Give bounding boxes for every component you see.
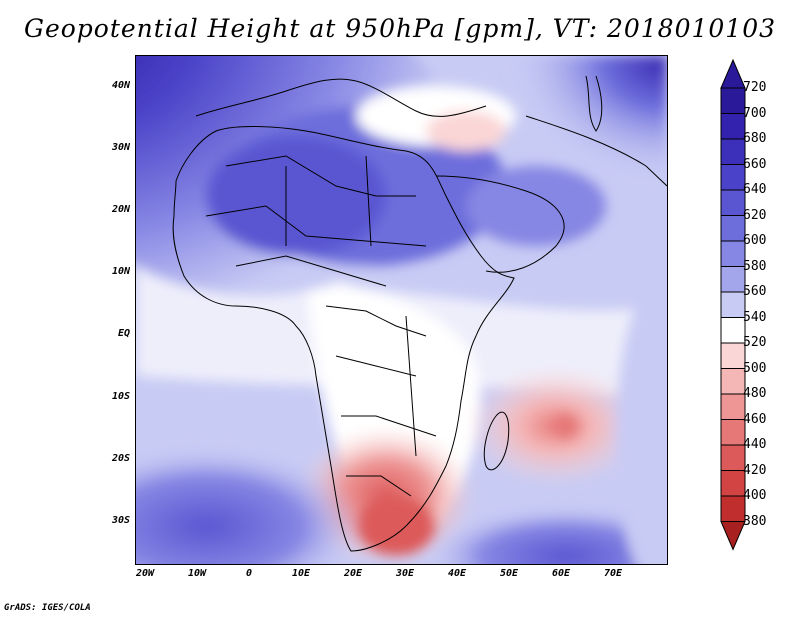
colorbar-swatch <box>720 291 746 318</box>
map-panel <box>135 55 668 565</box>
colorbar-tick-label: 420 <box>743 462 767 478</box>
colorbar-tick-label: 440 <box>743 437 767 452</box>
colorbar-swatch <box>720 266 746 293</box>
colorbar-tick-label: 600 <box>743 233 767 248</box>
lat-label: 10N <box>111 266 130 277</box>
colorbar-swatch <box>720 189 746 216</box>
lon-label: 50E <box>499 568 519 579</box>
colorbar-bottom-arrow <box>720 521 746 551</box>
lon-label: 10E <box>291 568 311 579</box>
lon-label: 70E <box>603 568 623 579</box>
colorbar-tick-label: 680 <box>743 131 767 146</box>
colorbar-swatch <box>720 495 746 522</box>
colorbar-swatch <box>720 393 746 420</box>
lat-label: 20S <box>111 453 130 464</box>
lon-label: 0 <box>245 568 253 579</box>
colorbar-tick-label: 400 <box>743 488 767 503</box>
lon-label: 20W <box>135 568 155 579</box>
height-field <box>136 56 667 564</box>
colorbar-tick-label: 520 <box>743 335 767 350</box>
lat-label: 40N <box>111 80 130 91</box>
colorbar-swatch <box>720 138 746 165</box>
colorbar-swatch <box>720 444 746 471</box>
colorbar-tick-label: 380 <box>743 513 767 529</box>
lat-label: 30N <box>111 142 130 153</box>
colorbar-swatch <box>720 342 746 369</box>
map-title: Geopotential Height at 950hPa [gpm], VT:… <box>23 14 777 43</box>
colorbar-tick-label: 660 <box>743 156 767 172</box>
colorbar-swatch <box>720 164 746 191</box>
colorbar <box>720 58 746 551</box>
colorbar-swatch <box>720 317 746 344</box>
colorbar-tick-label: 580 <box>743 258 767 274</box>
lon-label: 30E <box>395 568 415 579</box>
lon-label: 40E <box>447 568 467 579</box>
colorbar-swatch <box>720 419 746 446</box>
lat-label: EQ <box>117 328 130 339</box>
colorbar-tick-label: 540 <box>743 309 767 325</box>
colorbar-swatch <box>720 113 746 140</box>
colorbar-tick-label: 560 <box>743 284 767 299</box>
credit-text: GrADS: IGES/COLA <box>4 603 91 613</box>
lat-label: 30S <box>111 515 130 526</box>
colorbar-tick-label: 460 <box>743 411 767 427</box>
colorbar-swatch <box>720 240 746 267</box>
colorbar-tick-label: 640 <box>743 182 767 197</box>
colorbar-swatch <box>720 470 746 497</box>
colorbar-swatch <box>720 368 746 395</box>
colorbar-tick-label: 700 <box>743 105 767 121</box>
lat-label: 10S <box>111 391 130 402</box>
coastlines <box>172 75 667 552</box>
colorbar-tick-label: 500 <box>743 360 767 376</box>
colorbar-top-arrow <box>720 58 746 89</box>
lon-label: 20E <box>343 568 363 579</box>
colorbar-tick-label: 620 <box>743 207 767 223</box>
colorbar-swatch <box>720 87 746 114</box>
lon-label: 60E <box>551 568 571 579</box>
lat-label: 20N <box>111 204 130 215</box>
lon-label: 10W <box>187 568 207 579</box>
colorbar-tick-label: 720 <box>743 80 767 95</box>
colorbar-tick-label: 480 <box>743 386 767 401</box>
colorbar-swatch <box>720 215 746 242</box>
